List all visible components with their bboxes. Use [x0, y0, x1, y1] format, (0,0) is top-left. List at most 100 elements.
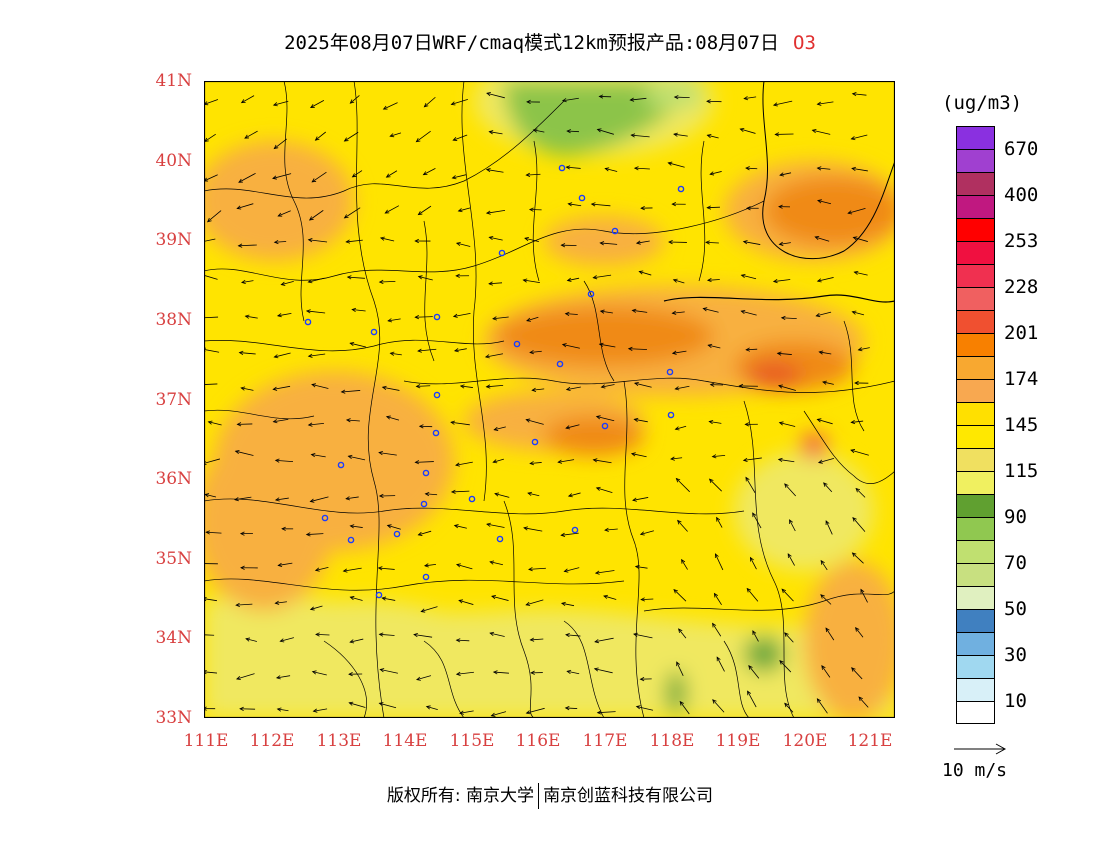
lat-label-41n: 41N: [155, 71, 192, 91]
lat-label-37n: 37N: [155, 390, 192, 410]
wind-arrow: [492, 670, 509, 675]
wind-arrow: [738, 383, 758, 389]
wind-arrow: [420, 606, 438, 613]
wind-arrow: [415, 130, 431, 143]
footer-separator: [538, 783, 540, 809]
wind-arrow: [459, 384, 473, 389]
colorbar-segment: [956, 563, 995, 586]
wind-arrow: [310, 452, 326, 458]
wind-arrow: [675, 477, 690, 493]
wind-arrow: [272, 385, 291, 391]
colorbar-segment: [956, 402, 995, 425]
wind-arrow: [207, 420, 222, 426]
wind-arrow: [305, 309, 326, 314]
wind-arrow: [491, 595, 509, 601]
wind-arrow: [310, 100, 325, 108]
wind-arrow: [777, 457, 795, 463]
colorbar-segment: [956, 494, 995, 517]
wind-arrow: [851, 667, 863, 680]
wind-arrow: [418, 424, 433, 429]
wind-arrow: [485, 384, 504, 389]
wind-arrow: [385, 170, 398, 178]
wind-arrow: [455, 461, 473, 467]
wind-arrow: [676, 661, 684, 677]
wind-arrow: [592, 274, 612, 280]
lat-label-35n: 35N: [155, 549, 192, 569]
wind-arrow: [780, 315, 797, 321]
wind-arrow: [596, 710, 616, 715]
wind-arrow: [204, 273, 218, 280]
city-marker: [667, 411, 675, 419]
wind-arrow: [351, 170, 363, 178]
wind-arrow: [673, 588, 687, 602]
wind-arrow: [677, 519, 688, 532]
wind-arrow: [639, 676, 652, 682]
wind-arrow: [811, 128, 831, 135]
wind-arrow: [345, 496, 359, 501]
wind-arrow: [709, 171, 722, 176]
wind-arrow: [604, 527, 618, 532]
wind-arrow: [772, 100, 793, 107]
wind-arrow: [382, 102, 398, 110]
colorbar-label: 253: [1004, 230, 1039, 252]
colorbar-segment: [956, 655, 995, 678]
city-marker: [304, 318, 312, 326]
wind-arrow: [234, 449, 254, 456]
city-marker: [347, 536, 355, 544]
colorbar-label: 201: [1004, 322, 1039, 344]
wind-arrow: [240, 95, 255, 104]
wind-arrow: [712, 622, 722, 637]
colorbar-segment: [956, 517, 995, 540]
wind-arrow: [235, 602, 253, 608]
wind-arrow: [678, 628, 687, 639]
wind-arrow: [349, 341, 366, 348]
map-title: 2025年08月07日WRF/cmaq模式12km预报产品:08月07日 O3: [0, 28, 1100, 55]
wind-arrow: [273, 138, 287, 150]
wind-arrow: [524, 237, 539, 243]
ozone-map: [204, 81, 895, 718]
wind-arrow: [564, 706, 578, 711]
wind-arrow: [603, 594, 617, 600]
wind-arrow: [343, 131, 359, 142]
wind-arrow: [349, 524, 363, 529]
wind-arrow: [205, 530, 222, 535]
wind-arrow: [415, 384, 431, 389]
lon-label-113e: 113E: [316, 731, 362, 751]
wind-arrow: [713, 592, 722, 606]
wind-arrow: [529, 637, 544, 642]
wind-arrow: [315, 632, 330, 637]
wind-arrow: [630, 133, 650, 138]
map-canvas: [204, 81, 895, 718]
wind-arrow: [634, 381, 652, 388]
wind-arrow: [349, 638, 364, 644]
wind-arrow: [529, 461, 542, 466]
wind-arrow: [668, 240, 687, 245]
wind-arrow: [204, 238, 216, 242]
wind-arrow: [816, 698, 828, 714]
wind-arrow: [855, 626, 864, 638]
wind-reference-label: 10 m/s: [942, 760, 1008, 781]
wind-arrow: [740, 309, 757, 316]
wind-arrow: [276, 707, 289, 712]
colorbar-segment: [956, 149, 995, 172]
lon-label-117e: 117E: [582, 731, 628, 751]
wind-arrow: [706, 205, 720, 210]
wind-arrow: [600, 384, 615, 389]
wind-arrow: [598, 94, 612, 99]
wind-arrow: [564, 311, 578, 316]
wind-arrow: [424, 491, 438, 497]
wind-arrow: [455, 671, 474, 676]
wind-arrow: [599, 309, 613, 314]
wind-arrow: [779, 660, 792, 673]
wind-arrow: [599, 241, 618, 246]
wind-arrow: [525, 707, 545, 715]
city-marker: [666, 368, 674, 376]
wind-arrow: [673, 132, 688, 137]
city-marker: [587, 290, 595, 298]
colorbar-segment: [956, 425, 995, 448]
wind-arrow: [681, 558, 688, 570]
wind-arrow: [378, 450, 397, 456]
wind-arrow: [314, 566, 329, 572]
wind-arrow: [351, 307, 366, 312]
wind-arrow: [485, 209, 506, 215]
